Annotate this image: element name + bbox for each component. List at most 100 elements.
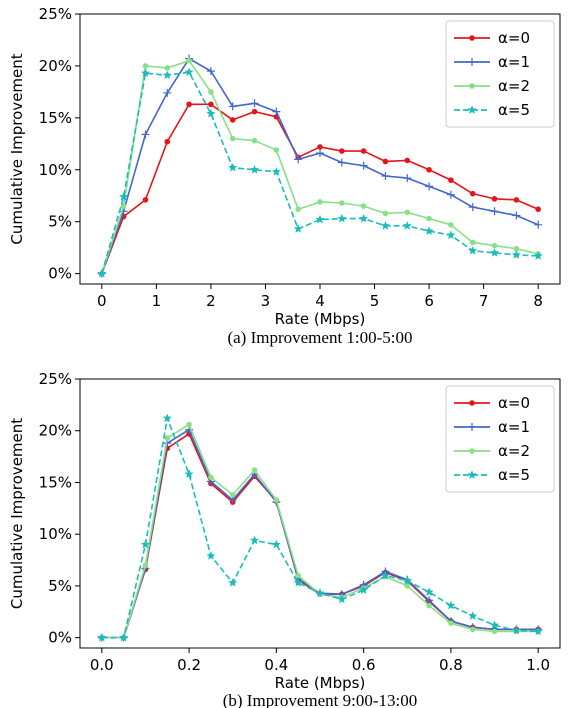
legend-label: α=1 bbox=[498, 53, 530, 71]
data-point bbox=[249, 535, 260, 545]
data-point bbox=[468, 245, 478, 255]
legend-marker bbox=[467, 470, 477, 479]
data-point bbox=[164, 65, 171, 71]
data-point bbox=[533, 626, 543, 636]
data-point bbox=[358, 585, 369, 595]
x-tick-label: 0.0 bbox=[90, 656, 114, 674]
data-point bbox=[404, 157, 411, 164]
data-point bbox=[403, 174, 412, 183]
chart-a: 0 1 2 3 4 5 6 7 8 0% 5% 10% 15% 20% 25% Rate (Mbps) Cumu… bbox=[8, 5, 561, 347]
data-point bbox=[469, 626, 476, 633]
data-point bbox=[511, 250, 522, 259]
data-point bbox=[511, 625, 522, 635]
legend-label: α=2 bbox=[498, 442, 530, 460]
data-point bbox=[381, 172, 390, 180]
data-point bbox=[491, 628, 498, 635]
x-tick-label: 0 bbox=[97, 292, 107, 310]
data-point bbox=[469, 239, 476, 246]
legend: α=0 α=1 α=2 α=5 bbox=[445, 385, 555, 493]
x-tick-label: 3 bbox=[261, 292, 271, 310]
data-point bbox=[164, 435, 171, 441]
data-point bbox=[206, 108, 216, 118]
caption: (b) Improvement 9:00-13:00 bbox=[223, 691, 418, 708]
data-point bbox=[140, 539, 151, 549]
y-tick-label: 25% bbox=[39, 370, 72, 388]
data-point bbox=[512, 211, 521, 220]
data-point bbox=[339, 148, 345, 154]
data-point bbox=[142, 197, 149, 203]
data-point bbox=[358, 213, 369, 223]
data-point bbox=[271, 539, 282, 549]
data-point bbox=[251, 467, 258, 473]
data-point bbox=[446, 600, 456, 610]
data-point bbox=[228, 577, 238, 587]
series-α=2 bbox=[99, 57, 541, 277]
series-α=5 bbox=[97, 67, 543, 278]
y-tick-label: 10% bbox=[39, 525, 72, 543]
data-point bbox=[360, 203, 367, 209]
data-point bbox=[360, 148, 367, 154]
data-point bbox=[208, 101, 214, 108]
data-point bbox=[229, 117, 236, 123]
data-point bbox=[380, 570, 391, 580]
y-axis-label: Cumulative Improvement bbox=[8, 418, 26, 609]
legend-marker bbox=[469, 35, 475, 41]
data-point bbox=[489, 620, 500, 630]
data-point bbox=[533, 251, 543, 260]
data-point bbox=[208, 474, 214, 481]
data-point bbox=[424, 226, 434, 236]
data-point bbox=[186, 421, 192, 428]
chart-b: 0.0 0.2 0.4 0.6 0.8 1.0 0% 5% 10% 15% 20% 25% Rate (… bbox=[8, 370, 561, 708]
series-α=1 bbox=[97, 54, 543, 278]
data-point bbox=[97, 632, 107, 642]
legend-label: α=2 bbox=[498, 77, 530, 95]
data-point bbox=[448, 222, 454, 228]
y-tick-label: 5% bbox=[48, 213, 72, 231]
legend-marker bbox=[467, 105, 477, 114]
data-point bbox=[251, 108, 258, 115]
data-point bbox=[184, 469, 194, 479]
y-tick-label: 20% bbox=[39, 57, 72, 75]
data-point bbox=[317, 144, 323, 150]
legend-marker bbox=[468, 423, 476, 431]
data-point bbox=[448, 620, 454, 626]
data-point bbox=[402, 575, 412, 585]
x-tick-label: 1 bbox=[152, 292, 162, 310]
data-point bbox=[402, 220, 412, 230]
y-tick-label: 20% bbox=[39, 422, 72, 440]
legend-label: α=0 bbox=[498, 394, 530, 412]
data-point bbox=[228, 102, 237, 111]
y-tick-label: 0% bbox=[48, 265, 72, 283]
series-α=5 bbox=[97, 413, 543, 642]
data-point bbox=[118, 632, 129, 642]
legend-marker bbox=[469, 83, 475, 89]
data-point bbox=[490, 207, 499, 216]
y-tick-label: 25% bbox=[39, 5, 72, 23]
data-point bbox=[186, 57, 192, 64]
data-point bbox=[162, 70, 172, 80]
data-point bbox=[337, 594, 347, 604]
data-point bbox=[404, 209, 411, 216]
data-point bbox=[141, 130, 150, 139]
x-tick-label: 0.8 bbox=[439, 656, 463, 674]
data-point bbox=[251, 137, 258, 144]
data-point bbox=[229, 135, 236, 142]
data-point bbox=[229, 492, 236, 498]
data-point bbox=[295, 572, 301, 579]
y-axis-label: Cumulative Improvement bbox=[8, 53, 26, 244]
data-point bbox=[142, 63, 149, 69]
data-point bbox=[489, 247, 500, 257]
data-point bbox=[315, 588, 325, 598]
data-point bbox=[163, 88, 172, 97]
data-point bbox=[271, 166, 282, 176]
data-point bbox=[446, 190, 455, 199]
caption: (a) Improvement 1:00-5:00 bbox=[227, 328, 412, 347]
data-point bbox=[448, 177, 454, 183]
data-point bbox=[424, 587, 434, 597]
data-point bbox=[535, 206, 541, 213]
data-point bbox=[273, 497, 280, 503]
data-point bbox=[249, 164, 260, 174]
data-point bbox=[206, 67, 215, 76]
data-point bbox=[142, 562, 149, 569]
